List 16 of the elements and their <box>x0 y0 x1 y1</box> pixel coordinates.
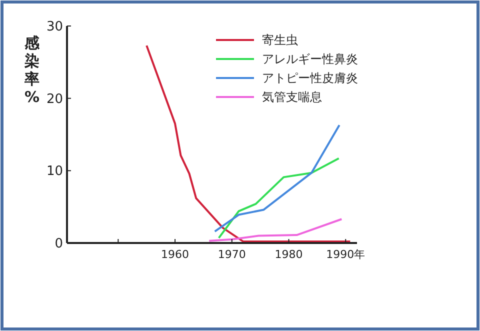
y-axis-title: 感染率% <box>24 34 40 106</box>
x-tick-label: 1960 <box>161 248 190 261</box>
x-tick-label: 1970 <box>218 248 246 261</box>
line-series <box>208 218 343 242</box>
x-tick-label: 1990年 <box>326 248 366 261</box>
legend-label: アレルギー性鼻炎 <box>262 52 358 66</box>
y-tick-label: 30 <box>46 20 63 35</box>
y-tick-label: 20 <box>46 92 63 107</box>
legend-label: アトピー性皮膚炎 <box>262 71 358 86</box>
legend-label: 寄生虫 <box>262 33 298 48</box>
legend-label: 気管支喘息 <box>262 90 322 104</box>
line-series <box>214 124 340 232</box>
y-tick-label: 0 <box>54 236 63 252</box>
x-tick-label: 1980 <box>274 248 303 261</box>
y-tick-label: 10 <box>46 164 63 180</box>
line-series <box>218 157 340 239</box>
